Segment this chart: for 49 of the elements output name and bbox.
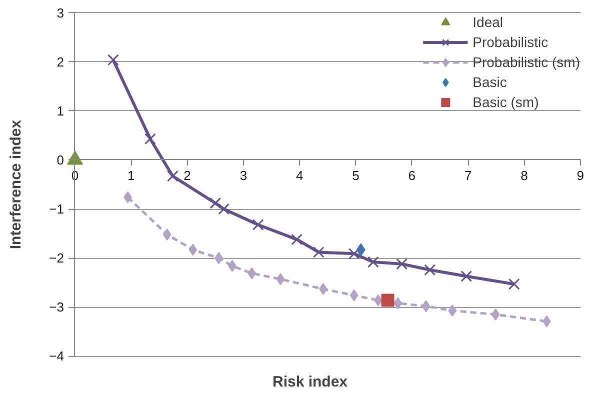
point: [356, 243, 366, 256]
y-tick-label: 2: [56, 54, 64, 70]
y-axis-title: Interference index: [8, 119, 24, 250]
x-tick-label: 1: [128, 168, 135, 183]
x-tick-label: 5: [352, 168, 360, 183]
y-tick-label: −3: [49, 300, 64, 315]
point: [491, 308, 500, 320]
x-tick-label: 4: [296, 168, 304, 183]
x-tick-label: 7: [464, 168, 472, 183]
point: [381, 294, 394, 307]
point: [248, 267, 256, 280]
legend-label: Probabilistic: [472, 34, 548, 50]
y-tick-label: 1: [56, 103, 64, 118]
x-tick-label: 2: [184, 168, 191, 183]
x-tick-label: 8: [520, 168, 528, 183]
point: [144, 133, 156, 145]
point: [348, 248, 360, 260]
y-tick-label: 3: [56, 5, 64, 20]
point: [460, 270, 472, 282]
x-tick-label: 6: [408, 168, 416, 183]
y-tick-label: −4: [49, 348, 64, 364]
point: [210, 197, 222, 209]
point: [424, 264, 436, 276]
point: [396, 258, 408, 270]
legend-label: Ideal: [472, 14, 503, 30]
legend-label: Basic (sm): [472, 94, 539, 110]
point: [107, 54, 119, 66]
point: [252, 219, 264, 230]
point: [167, 170, 178, 182]
legend-label: Basic: [472, 74, 507, 90]
legend-label: Probabilistic (sm): [472, 54, 580, 70]
point: [350, 289, 358, 302]
y-tick-label: −1: [49, 202, 64, 217]
y-tick-label: 0: [56, 152, 64, 168]
point: [422, 300, 430, 312]
x-tick-label: 3: [240, 168, 248, 183]
point: [291, 234, 303, 246]
point: [276, 273, 285, 286]
point: [508, 278, 520, 290]
x-tick-label: 9: [576, 168, 584, 183]
point: [188, 244, 198, 256]
point: [394, 297, 402, 310]
point: [367, 256, 379, 268]
point: [218, 203, 230, 215]
x-axis-title: Risk index: [272, 374, 348, 390]
point: [448, 304, 457, 317]
point: [162, 228, 172, 241]
y-tick-label: −2: [49, 250, 64, 266]
point: [313, 246, 324, 258]
